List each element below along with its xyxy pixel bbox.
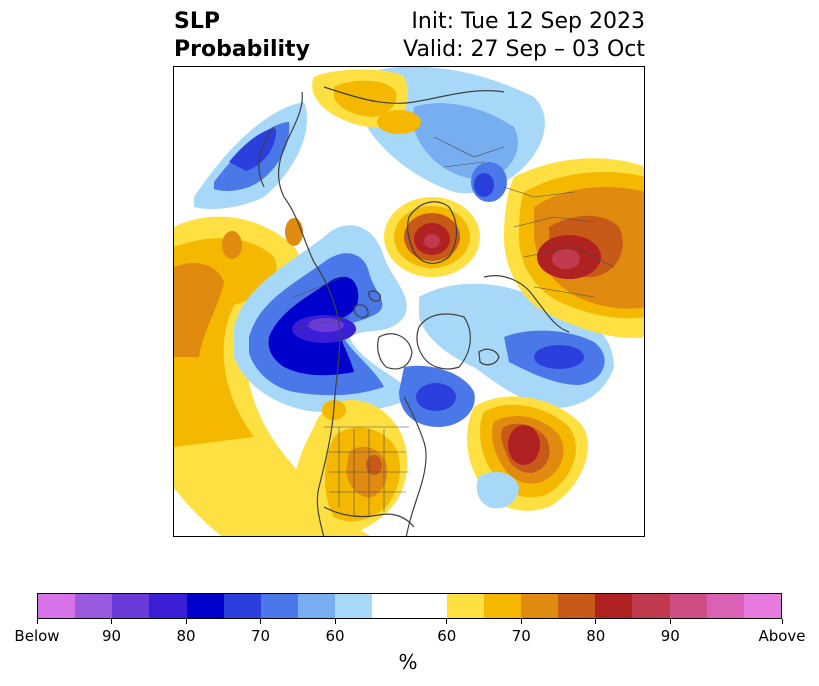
colorbar-label-7: 80 bbox=[586, 627, 606, 645]
polar-map bbox=[174, 67, 644, 536]
colorbar-segment-18 bbox=[743, 594, 782, 618]
colorbar-tick-1 bbox=[111, 619, 112, 624]
colorbar-label-6: 70 bbox=[511, 627, 531, 645]
colorbar-segment-3 bbox=[149, 594, 187, 618]
colorbar-segment-4 bbox=[186, 594, 224, 618]
map-date-info: Init: Tue 12 Sep 2023 Valid: 27 Sep – 03… bbox=[403, 8, 645, 64]
north-america-cold-anomaly bbox=[234, 225, 414, 412]
colorbar-segment-12 bbox=[521, 594, 559, 618]
central-warm-high bbox=[384, 197, 480, 277]
colorbar-segment-7 bbox=[298, 594, 336, 618]
title-line-slp: SLP bbox=[174, 9, 220, 34]
colorbar bbox=[37, 593, 782, 619]
colorbar-segment-14 bbox=[595, 594, 633, 618]
colorbar-label-9: Above bbox=[758, 627, 806, 645]
colorbar-tick-0 bbox=[36, 619, 38, 624]
colorbar-segment-15 bbox=[632, 594, 670, 618]
colorbar-label-4: 60 bbox=[325, 627, 345, 645]
colorbar-segment-16 bbox=[669, 594, 707, 618]
colorbar-unit-label: % bbox=[398, 650, 418, 674]
colorbar-tick-9 bbox=[781, 619, 783, 624]
colorbar-tick-2 bbox=[185, 619, 187, 624]
colorbar-segment-10 bbox=[446, 594, 484, 618]
coastlines bbox=[258, 86, 570, 536]
colorbar-label-8: 90 bbox=[660, 627, 680, 645]
subtropical-cold-patch bbox=[476, 471, 519, 509]
colorbar-label-0: Below bbox=[14, 627, 60, 645]
colorbar-segment-1 bbox=[75, 594, 113, 618]
colorbar-label-1: 90 bbox=[101, 627, 122, 645]
colorbar-segment-13 bbox=[558, 594, 596, 618]
colorbar-tick-6 bbox=[520, 619, 522, 624]
colorbar-tick-8 bbox=[669, 619, 671, 624]
colorbar-tick-5 bbox=[446, 619, 448, 624]
pacific-warm-anomaly bbox=[174, 216, 374, 536]
political-borders bbox=[293, 136, 615, 517]
init-date: Init: Tue 12 Sep 2023 bbox=[411, 9, 645, 34]
colorbar-segment-0 bbox=[38, 594, 76, 618]
colorbar-label-3: 70 bbox=[250, 627, 271, 645]
title-line-probability: Probability bbox=[174, 37, 310, 62]
colorbar-segment-2 bbox=[112, 594, 150, 618]
valid-range: Valid: 27 Sep – 03 Oct bbox=[403, 37, 645, 62]
colorbar-segment-5 bbox=[223, 594, 261, 618]
colorbar-label-2: 80 bbox=[176, 627, 196, 645]
eurasia-warm-anomaly bbox=[504, 158, 644, 338]
colorbar-segment-17 bbox=[706, 594, 744, 618]
colorbar-tick-4 bbox=[334, 619, 336, 624]
colorbar-tick-7 bbox=[595, 619, 597, 624]
colorbar-segment-11 bbox=[483, 594, 522, 618]
map-panel bbox=[173, 66, 645, 537]
colorbar-label-5: 60 bbox=[437, 627, 457, 645]
map-title: SLP Probability bbox=[174, 8, 310, 64]
colorbar-segment-6 bbox=[260, 594, 299, 618]
colorbar-segment-9 bbox=[372, 594, 447, 618]
colorbar-segment-8 bbox=[335, 594, 373, 618]
colorbar-tick-3 bbox=[260, 619, 261, 624]
